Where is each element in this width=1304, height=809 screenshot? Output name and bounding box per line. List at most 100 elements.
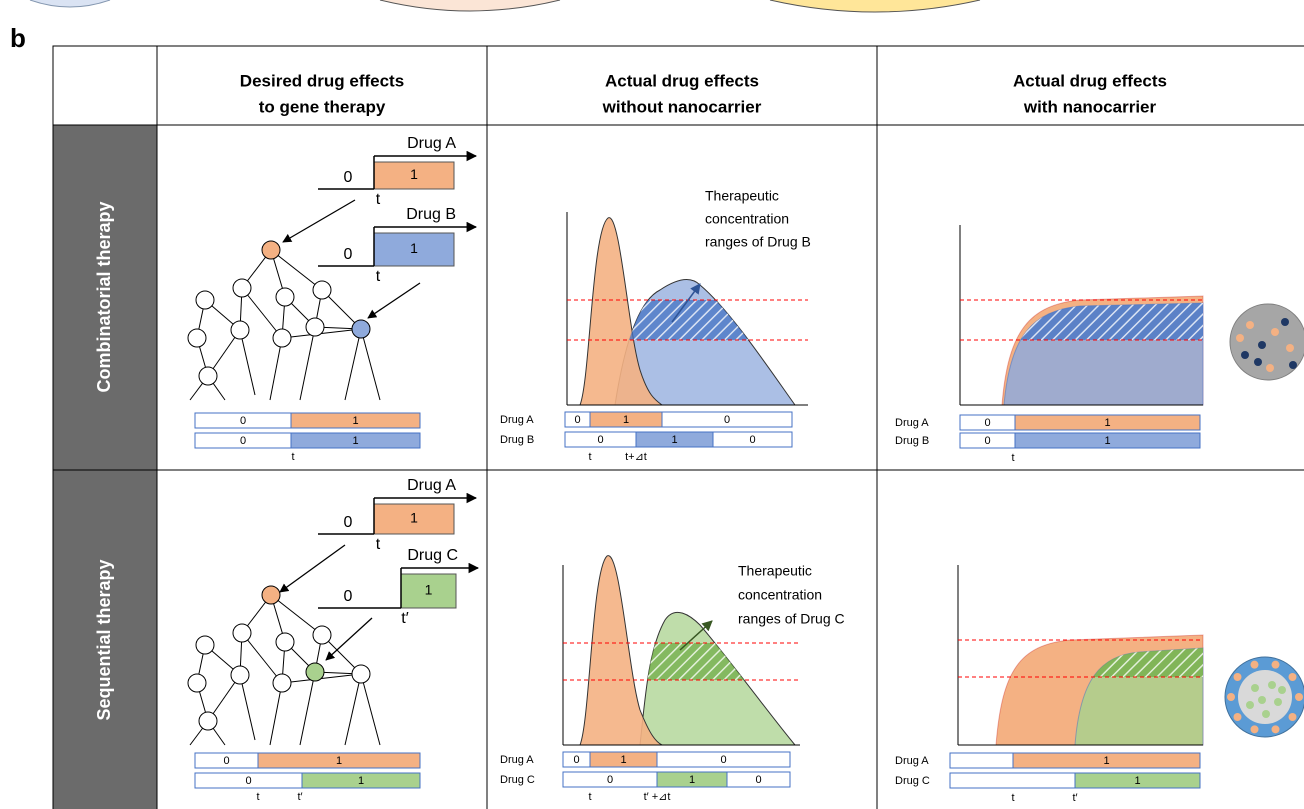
segment-label: 0 [573,754,579,766]
nanocarrier-dot [1271,328,1279,336]
segment-label: 1 [1134,775,1140,787]
segment-label: 0 [984,435,990,447]
network-edge [271,595,322,635]
network-edge [345,329,361,400]
step-zero: 0 [344,169,353,186]
annotation: ranges of Drug C [738,611,845,627]
network-node [188,674,206,692]
annotation: Therapeutic [738,563,812,579]
figure: b Desired drug effectsto gene therapyAct… [0,0,1304,809]
network-node [233,624,251,642]
segment-label: 0 [724,414,730,426]
network-node [262,586,280,604]
nanocarrier-dot [1241,351,1249,359]
network-edge [240,675,255,740]
segment-label: 0 [755,774,761,786]
decor-shape [770,0,980,12]
bar-segment [950,753,1013,768]
network-node [306,318,324,336]
network-edge [300,327,315,400]
nanocarrier-dot [1258,341,1266,349]
column-header: without nanocarrier [602,97,762,116]
network-node [196,291,214,309]
row-header: Sequential therapy [94,559,114,720]
nanocarrier-dot [1272,661,1280,669]
nanocarrier-dot [1274,698,1282,706]
segment-label: 1 [689,774,695,786]
segment-label: 1 [1103,755,1109,767]
nanocarrier-dot [1250,661,1258,669]
pointer-arrow [283,200,355,242]
annotation: concentration [738,587,822,603]
panel-label: b [10,23,26,53]
time-tick: t [1011,792,1014,804]
step-one: 1 [425,582,433,598]
drug-label: Drug C [895,775,930,787]
segment-label: 1 [352,415,358,427]
network-node [276,633,294,651]
network-node [199,367,217,385]
network-edge [300,672,315,745]
time-tick: t [588,791,591,803]
step-zero: 0 [344,588,353,605]
time-tick: t [1011,452,1014,464]
nanocarrier-dot [1246,321,1254,329]
nanocarrier-dot [1250,725,1258,733]
network-node [352,320,370,338]
segment-label: 1 [623,414,629,426]
time-tick: t [291,451,294,463]
time-tick: t+⊿t [625,451,647,463]
network-node [188,329,206,347]
segment-label: 0 [597,434,603,446]
network-node [196,636,214,654]
drug-label: Drug A [500,414,534,426]
segment-label: 1 [336,755,342,767]
drug-label: Drug A [500,754,534,766]
annotation: ranges of Drug B [705,234,811,250]
drug-label: Drug B [406,206,456,223]
segment-label: 0 [574,414,580,426]
segment-label: 0 [240,435,246,447]
decor-shape [30,0,110,7]
segment-label: 1 [620,754,626,766]
drug-label: Drug A [895,417,929,429]
segment-label: 1 [1104,435,1110,447]
pointer-arrow [326,618,372,660]
network-node [352,665,370,683]
nanocarrier-dot [1246,701,1254,709]
step-time: t [376,536,381,553]
segment-label: 0 [240,415,246,427]
nanocarrier-dot [1266,364,1274,372]
drug-label: Drug A [407,135,456,152]
pointer-arrow [280,545,345,592]
step-one: 1 [410,510,418,526]
segment-label: 1 [358,775,364,787]
nanocarrier-dot [1289,673,1297,681]
nanocarrier-dot [1272,725,1280,733]
column-header: Actual drug effects [605,71,759,90]
time-tick: t′ [1072,792,1077,804]
network-node [231,321,249,339]
drug-label: Drug C [500,774,535,786]
nanocarrier-dot [1258,696,1266,704]
segment-label: 0 [720,754,726,766]
step-time: t [376,268,381,285]
segment-label: 1 [1104,417,1110,429]
drug-label: Drug B [895,435,929,447]
nanocarrier-dot [1262,710,1270,718]
nanocarrier-dot [1268,681,1276,689]
network-node [313,281,331,299]
segment-label: 1 [352,435,358,447]
segment-label: 0 [749,434,755,446]
step-one: 1 [410,166,418,182]
pointer-arrow [368,283,420,318]
step-zero: 0 [344,514,353,531]
time-tick: t′ [297,791,302,803]
nanocarrier-dot [1251,684,1259,692]
time-tick: t [588,451,591,463]
network-edge [240,330,255,395]
nanocarrier-dot [1236,334,1244,342]
network-node [273,329,291,347]
nanocarrier-dot [1295,693,1303,701]
segment-label: 0 [984,417,990,429]
